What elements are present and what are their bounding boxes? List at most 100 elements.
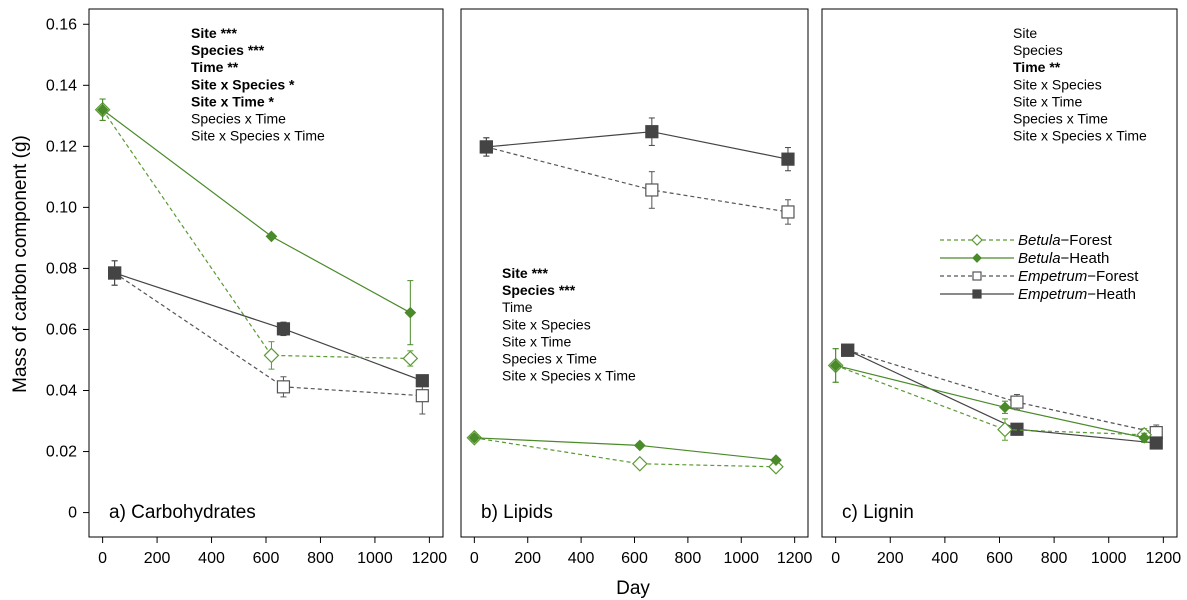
legend-genus: Empetrum <box>1018 286 1087 303</box>
legend-entry: Empetrum−Forest <box>940 268 1139 285</box>
series-line <box>486 131 789 160</box>
panel-label: c) Lignin <box>842 502 914 523</box>
series-line <box>474 437 777 461</box>
x-tick-label: 0 <box>831 550 840 567</box>
data-point <box>263 347 280 364</box>
series-line <box>114 272 423 382</box>
x-tick-label: 200 <box>514 550 541 567</box>
legend: Betula−ForestBetula−HeathEmpetrum−Forest… <box>940 232 1139 303</box>
panel-label: a) Carbohydrates <box>109 502 256 523</box>
data-point <box>1010 422 1024 436</box>
data-point <box>829 359 842 372</box>
x-tick-label: 600 <box>253 550 280 567</box>
data-point <box>479 140 493 154</box>
legend-site: −Heath <box>1061 250 1110 267</box>
legend-site: −Heath <box>1087 286 1136 303</box>
data-point <box>265 230 278 243</box>
panel-label: b) Lipids <box>481 502 553 523</box>
data-point <box>468 431 481 444</box>
data-point <box>645 183 659 197</box>
x-axis: 0 200 400 600 800 1000 1200 <box>98 537 447 567</box>
legend-genus: Betula <box>1018 232 1061 249</box>
series-line <box>102 109 411 360</box>
significance-term: Site x Time <box>1013 93 1082 109</box>
significance-term: Site x Species x Time <box>502 368 636 384</box>
significance-term: Time <box>502 299 533 315</box>
data-point <box>415 389 429 403</box>
y-tick-label: 0 <box>68 505 77 522</box>
series-empetrum-heath <box>108 260 429 388</box>
x-tick-label: 400 <box>198 550 225 567</box>
x-tick-label: 200 <box>877 550 904 567</box>
data-point <box>108 266 122 280</box>
data-point <box>96 103 109 116</box>
data-point <box>1149 436 1163 450</box>
series-empetrum-heath <box>479 117 795 172</box>
y-tick-label: 0.04 <box>46 383 77 400</box>
data-point <box>768 458 784 475</box>
significance-term: Species x Time <box>502 351 597 367</box>
panel-3: 0 200 400 600 800 1000 1200 c) Lignin SiteSpecie… <box>821 8 1181 567</box>
significance-term: Site x Species <box>502 316 591 332</box>
legend-marker <box>971 234 983 246</box>
x-tick-label: 400 <box>568 550 595 567</box>
series-betula-heath <box>468 431 782 466</box>
legend-site: −Forest <box>1061 232 1113 249</box>
legend-label: Betula−Forest <box>1018 232 1113 249</box>
data-point <box>631 455 648 472</box>
data-point <box>781 152 795 166</box>
y-tick-label: 0.12 <box>46 138 77 155</box>
series-betula-heath <box>96 98 417 346</box>
series-empetrum-heath <box>841 343 1163 450</box>
x-axis: 0 200 400 600 800 1000 1200 <box>831 537 1181 567</box>
panels: 0 200 400 600 800 1000 1200 0 0.02 0.04 0.06 0.08 0.… <box>46 8 1181 567</box>
x-tick-label: 600 <box>986 550 1013 567</box>
legend-label: Empetrum−Heath <box>1018 286 1136 303</box>
series-line <box>835 364 1145 439</box>
data-point <box>415 374 429 388</box>
series-empetrum-forest <box>108 260 429 415</box>
y-tick-label: 0.02 <box>46 444 77 461</box>
legend-genus: Empetrum <box>1018 268 1087 285</box>
data-point <box>402 350 419 367</box>
legend-entry: Betula−Forest <box>940 232 1113 249</box>
x-tick-label: 600 <box>621 550 648 567</box>
x-tick-label: 1200 <box>1146 550 1182 567</box>
significance-term: Site x Species <box>1013 76 1102 92</box>
data-point <box>404 306 417 319</box>
y-tick-label: 0.14 <box>46 77 77 94</box>
significance-term: Species <box>1013 42 1063 58</box>
legend-entry: Betula−Heath <box>940 250 1109 267</box>
x-tick-label: 200 <box>144 550 171 567</box>
data-point <box>770 454 782 466</box>
legend-marker <box>972 289 982 299</box>
data-point <box>841 343 855 357</box>
data-point <box>997 421 1013 438</box>
data-point <box>781 205 795 219</box>
y-tick-label: 0.10 <box>46 199 77 216</box>
significance-term: Site x Species x Time <box>191 128 325 144</box>
data-point <box>276 322 291 336</box>
y-axis: 0 0.02 0.04 0.06 0.08 0.10 0.12 0.14 0.16 <box>46 16 89 522</box>
x-tick-label: 0 <box>470 550 479 567</box>
legend-entry: Empetrum−Heath <box>940 286 1136 303</box>
significance-term: Site *** <box>502 265 548 281</box>
x-tick-label: 800 <box>1041 550 1068 567</box>
data-point <box>633 439 646 452</box>
legend-marker <box>972 271 982 281</box>
x-tick-label: 1000 <box>1091 550 1127 567</box>
y-tick-label: 0.16 <box>46 16 77 33</box>
data-point <box>645 125 659 139</box>
legend-genus: Betula <box>1018 250 1061 267</box>
y-tick-label: 0.06 <box>46 321 77 338</box>
data-point <box>276 380 291 394</box>
series-line <box>835 364 1145 436</box>
x-tick-label: 0 <box>98 550 107 567</box>
y-tick-label: 0.08 <box>46 260 77 277</box>
series-line <box>486 146 789 213</box>
x-tick-label: 400 <box>932 550 959 567</box>
